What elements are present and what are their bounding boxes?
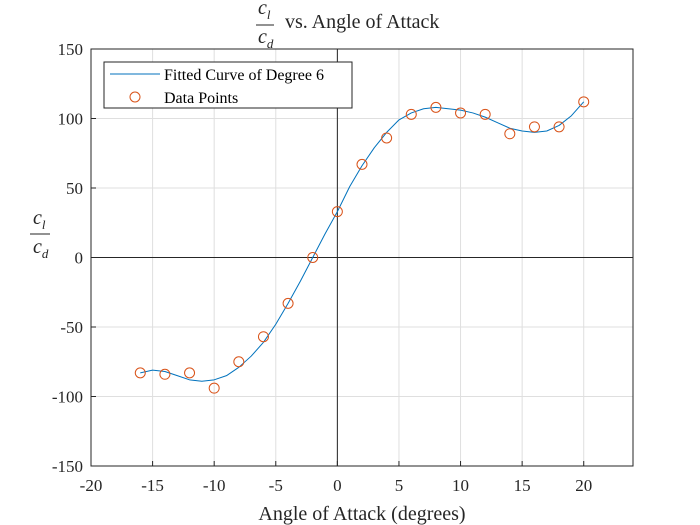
data-point [307, 252, 319, 263]
x-tick-label: 10 [452, 476, 469, 495]
fitted-curve-line [140, 101, 585, 382]
data-point [233, 356, 245, 368]
data-point [381, 132, 393, 144]
data-point [134, 367, 146, 379]
y-tick-label: 150 [58, 40, 84, 59]
data-point [282, 297, 294, 309]
ylabel-numerator: cl [33, 207, 46, 232]
data-point [184, 367, 196, 379]
data-point [159, 368, 171, 380]
data-point [405, 108, 417, 120]
legend-entry-fitted-curve: Fitted Curve of Degree 6 [164, 67, 324, 84]
data-point [356, 158, 368, 170]
zero-lines [91, 49, 633, 466]
x-tick-label: 15 [514, 476, 531, 495]
x-tick-label: 20 [575, 476, 592, 495]
data-point [331, 206, 343, 218]
ylabel-denominator: cd [33, 236, 49, 261]
title-text: vs. Angle of Attack [285, 11, 439, 33]
y-tick-label: -50 [60, 318, 83, 337]
data-point [257, 331, 269, 343]
x-axis-ticks: -20 -15 -10 -5 0 5 10 15 20 [80, 461, 592, 495]
data-point [430, 101, 442, 113]
series-layer [134, 96, 590, 394]
x-tick-label: -5 [269, 476, 283, 495]
x-axis-label: Angle of Attack (degrees) [258, 503, 465, 525]
legend-entry-data-points: Data Points [164, 90, 238, 107]
title-denominator: cd [258, 26, 274, 51]
y-tick-label: -150 [52, 457, 83, 476]
data-point [528, 121, 540, 133]
data-point [504, 128, 516, 140]
legend: Fitted Curve of Degree 6 Data Points [103, 61, 353, 109]
data-point [553, 121, 565, 133]
x-tick-label: -10 [203, 476, 226, 495]
data-point [479, 108, 491, 120]
y-axis-label: cl cd [30, 207, 50, 261]
chart-title: cl cd vs. Angle of Attack [256, 0, 439, 51]
data-point [578, 96, 590, 108]
x-tick-label: -15 [141, 476, 164, 495]
title-numerator: cl [258, 0, 271, 22]
x-tick-label: 5 [395, 476, 404, 495]
legend-box [103, 61, 353, 109]
data-point [208, 382, 220, 394]
data-point [455, 107, 467, 119]
y-tick-label: -100 [52, 388, 83, 407]
y-axis-ticks: -150 -100 -50 0 50 100 150 [52, 40, 96, 476]
x-tick-label: 0 [333, 476, 342, 495]
x-tick-label: -20 [80, 476, 103, 495]
legend-marker-swatch [129, 91, 141, 103]
y-tick-label: 100 [58, 110, 84, 129]
y-tick-label: 0 [75, 249, 84, 268]
y-tick-label: 50 [66, 179, 83, 198]
